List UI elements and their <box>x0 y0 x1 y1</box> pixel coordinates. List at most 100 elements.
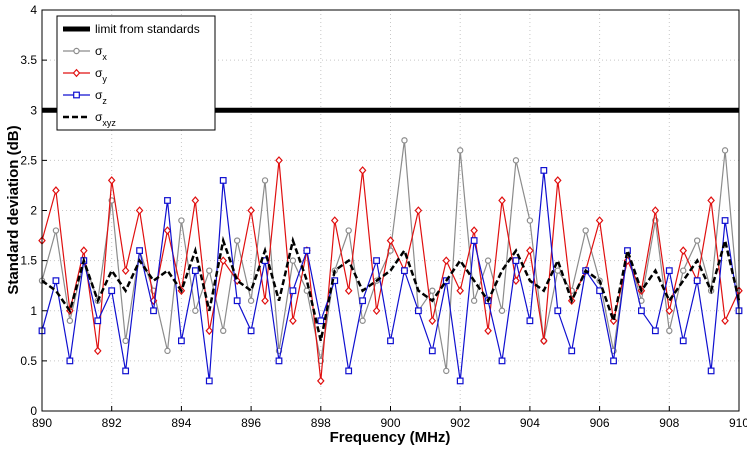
data-point <box>401 267 408 275</box>
data-point <box>359 317 366 324</box>
data-point <box>651 206 660 215</box>
x-tick-label: 904 <box>520 416 540 430</box>
data-point <box>470 237 478 244</box>
series-xyz <box>41 235 741 342</box>
data-point <box>498 196 506 205</box>
data-point <box>387 337 394 345</box>
data-point <box>568 347 576 355</box>
data-point <box>205 326 214 336</box>
data-point <box>205 377 213 385</box>
data-point <box>303 287 311 294</box>
data-point <box>150 307 157 315</box>
data-point <box>303 247 311 255</box>
data-point <box>428 347 436 355</box>
data-point <box>80 246 88 255</box>
data-point <box>540 167 548 174</box>
data-point <box>386 236 395 245</box>
data-point <box>108 287 116 295</box>
data-point <box>52 227 60 234</box>
data-point <box>638 307 645 315</box>
data-point <box>470 297 478 304</box>
data-point <box>512 257 520 265</box>
x-tick-label: 896 <box>241 416 261 430</box>
data-point <box>553 176 562 185</box>
data-point <box>330 216 339 225</box>
data-point <box>233 237 241 244</box>
data-point <box>693 237 701 244</box>
x-tick-label: 892 <box>102 416 122 430</box>
data-point <box>526 246 534 255</box>
data-point <box>220 327 227 334</box>
data-point <box>582 227 589 234</box>
y-tick-label: 1.5 <box>20 254 37 268</box>
data-point <box>289 287 297 295</box>
data-point <box>275 156 283 165</box>
data-point <box>693 277 701 285</box>
data-point <box>721 217 729 224</box>
data-point <box>73 47 80 55</box>
data-point <box>66 317 74 324</box>
data-point <box>247 327 255 335</box>
data-point <box>52 186 60 195</box>
data-point <box>52 277 60 285</box>
data-point <box>401 137 408 144</box>
data-point <box>512 157 520 164</box>
y-tick-label: 4 <box>30 3 37 17</box>
data-point <box>554 267 561 274</box>
legend: limit from standards σx σy σz σxyz <box>56 15 216 131</box>
y-tick-label: 3 <box>30 103 37 117</box>
data-point <box>665 306 674 316</box>
data-point <box>191 196 200 205</box>
data-point <box>651 327 659 335</box>
series-line <box>41 235 741 342</box>
x-tick-label: 906 <box>590 416 610 430</box>
data-point <box>470 226 478 235</box>
y-tick-label: 0.5 <box>20 354 37 368</box>
data-point <box>317 317 325 325</box>
data-point <box>414 206 423 215</box>
data-point <box>707 196 715 205</box>
data-point <box>414 307 422 315</box>
data-point <box>121 266 130 275</box>
data-point <box>164 197 171 204</box>
data-point <box>66 357 74 365</box>
y-axis-label: Standard deviation (dB) <box>5 125 22 294</box>
data-point <box>665 267 673 275</box>
data-point <box>178 337 185 345</box>
data-point <box>554 307 562 315</box>
data-point <box>122 337 129 345</box>
data-point <box>443 367 450 375</box>
data-point <box>344 286 353 296</box>
data-point <box>219 256 228 265</box>
data-point <box>247 206 255 215</box>
data-point <box>261 296 269 306</box>
data-point <box>666 327 673 334</box>
y-tick-label: 3.5 <box>20 53 37 67</box>
data-point <box>540 336 548 346</box>
data-point <box>219 177 227 184</box>
data-point <box>73 91 80 99</box>
x-tick-label: 894 <box>171 416 191 430</box>
data-point <box>136 247 143 255</box>
data-point <box>526 317 534 325</box>
x-axis-label: Frequency (MHz) <box>330 429 451 446</box>
data-point <box>457 147 464 154</box>
data-point <box>163 226 172 235</box>
x-tick-label: 910 <box>729 416 747 430</box>
data-point <box>316 376 325 386</box>
data-point <box>721 316 729 326</box>
data-point <box>359 297 367 305</box>
data-point <box>442 256 451 265</box>
data-point <box>247 297 255 304</box>
data-point <box>456 286 465 296</box>
series-layer <box>38 107 743 386</box>
data-point <box>345 227 352 234</box>
x-tick-label: 890 <box>32 416 52 430</box>
data-point <box>94 317 102 325</box>
data-point <box>707 367 715 375</box>
data-point <box>428 316 437 326</box>
data-point <box>261 177 269 184</box>
data-point <box>135 206 144 215</box>
data-point <box>680 267 687 274</box>
series-z <box>38 167 743 385</box>
